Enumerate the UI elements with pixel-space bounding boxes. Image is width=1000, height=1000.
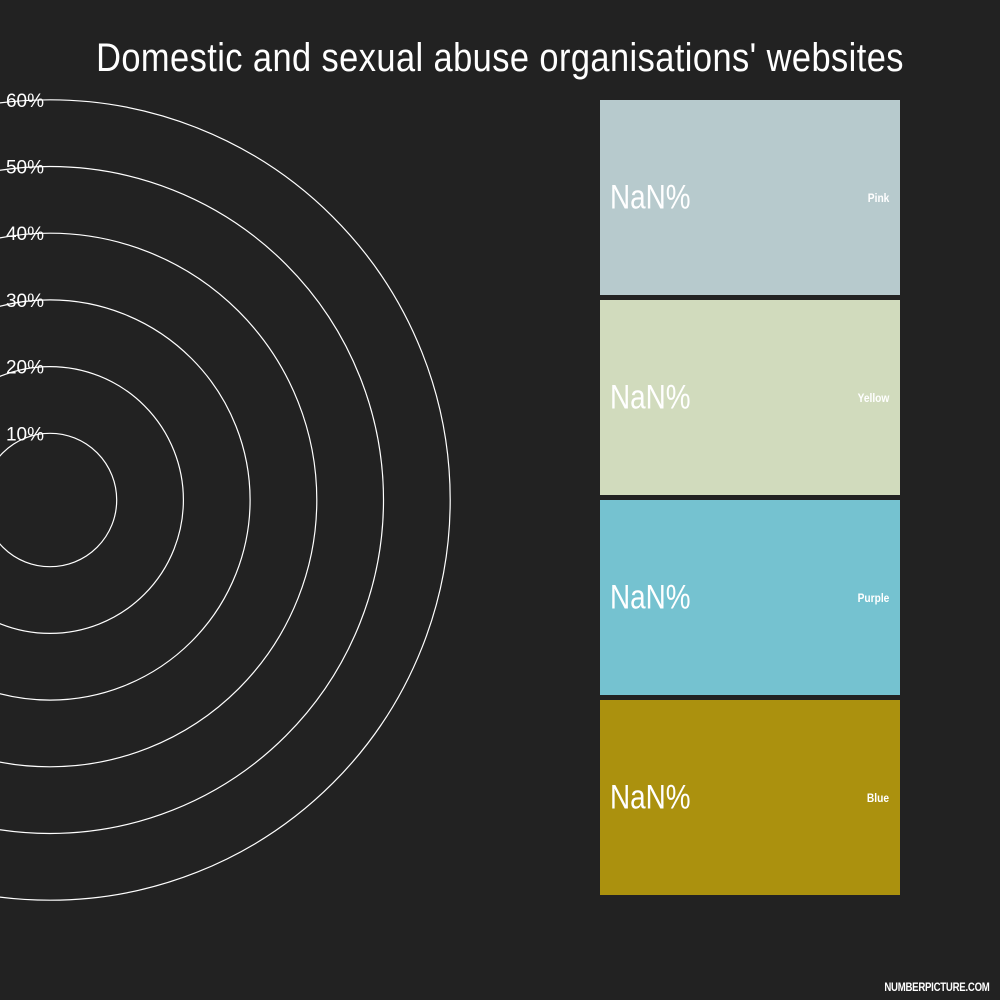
tick-label-60pct: 60% (6, 91, 44, 112)
grid-ring-50pct (0, 166, 384, 834)
source-credit: NUMBERPICTURE.COM (884, 980, 991, 994)
tick-label-20pct: 20% (6, 358, 44, 379)
legend-label-yellow: Yellow (857, 390, 889, 405)
legend-label-purple: Purple (857, 590, 889, 605)
tick-label-40pct: 40% (6, 224, 44, 245)
legend-box-purple: NaN% Purple (600, 500, 900, 695)
chart-title: Domestic and sexual abuse organisations'… (96, 36, 904, 80)
grid-ring-20pct (0, 366, 184, 634)
grid-ring-30pct (0, 299, 251, 701)
legend-label-blue: Blue (866, 790, 889, 805)
legend-value-blue: NaN% (610, 778, 691, 816)
legend-label-pink: Pink (867, 190, 889, 205)
tick-label-50pct: 50% (6, 158, 44, 179)
legend-box-pink: NaN% Pink (600, 100, 900, 295)
legend-value-purple: NaN% (610, 578, 691, 616)
grid-ring-60pct (0, 99, 451, 901)
legend-value-yellow: NaN% (610, 378, 691, 416)
legend-value-pink: NaN% (610, 178, 691, 216)
grid-ring-10pct (0, 432, 118, 568)
legend-box-yellow: NaN% Yellow (600, 300, 900, 495)
legend-box-blue: NaN% Blue (600, 700, 900, 895)
tick-label-30pct: 30% (6, 291, 44, 312)
tick-label-10pct: 10% (6, 424, 44, 445)
grid-ring-40pct (0, 232, 318, 768)
